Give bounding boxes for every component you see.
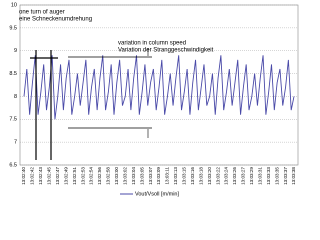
x-tick-label: 13:03:13 [173,167,178,185]
x-tick-label: 13:03:02 [122,167,127,185]
x-tick-label: 13:02:47 [55,167,60,185]
x-tick-label: 13:02:45 [47,167,52,185]
x-tick-label: 13:02:51 [72,167,77,185]
x-tick-label: 13:02:43 [38,167,43,185]
x-tick-label: 13:03:31 [257,167,262,185]
annotation: Variation der Stranggeschwindigkeit [118,48,214,54]
x-tick-label: 13:03:24 [224,167,229,185]
annotation: one turn of auger [19,10,65,16]
data-line [23,55,295,120]
x-tick-label: 13:03:18 [198,167,203,185]
y-tick-label: 7 [14,140,17,146]
legend-label: Vout/Vsoll [m/min] [135,191,179,197]
grid [20,4,298,166]
x-tick-label: 13:03:33 [266,167,271,185]
background [0,0,300,200]
x-tick-label: 13:03:07 [148,167,153,185]
x-tick-label: 13:03:11 [165,167,170,185]
x-tick-label: 13:03:20 [207,167,212,185]
x-tick-label: 13:03:35 [274,167,279,185]
annotation-marks [30,48,152,160]
x-tick-label: 13:02:42 [30,167,35,185]
y-tick-label: 8 [14,94,17,100]
y-tick-label: 9.5 [9,25,17,31]
x-tick-label: 13:03:09 [156,167,161,185]
x-tick-label: 13:02:58 [106,167,111,185]
x-tick-label: 13:02:56 [97,167,102,185]
x-tick-label: 13:03:38 [291,167,296,185]
annotation: eine Schneckenumdrehung [19,17,92,23]
x-tick-label: 13:03:04 [131,167,136,185]
y-tick-label: 8.5 [9,71,17,77]
x-tick-label: 13:03:22 [215,167,220,185]
y-tick-label: 7.5 [9,117,17,123]
x-tick-label: 13:03:05 [139,167,144,185]
x-tick-label: 13:03:27 [241,167,246,185]
x-tick-label: 13:02:54 [89,167,94,185]
y-tick-label: 9 [14,48,17,54]
y-tick-label: 10 [11,2,17,8]
x-tick-label: 13:03:16 [190,167,195,185]
x-tick-label: 13:03:00 [114,167,119,185]
x-tick-label: 13:03:15 [182,167,187,185]
y-tick-label: 6.5 [9,162,17,168]
x-tick-label: 13:03:26 [232,167,237,185]
annotation: variation in column speed [118,41,186,47]
x-tick-label: 13:02:40 [21,167,26,185]
series [23,55,295,120]
x-tick-label: 13:02:49 [63,167,68,185]
x-tick-label: 13:03:37 [283,167,288,185]
x-tick-label: 13:02:53 [80,167,85,185]
x-tick-label: 13:03:29 [249,167,254,185]
